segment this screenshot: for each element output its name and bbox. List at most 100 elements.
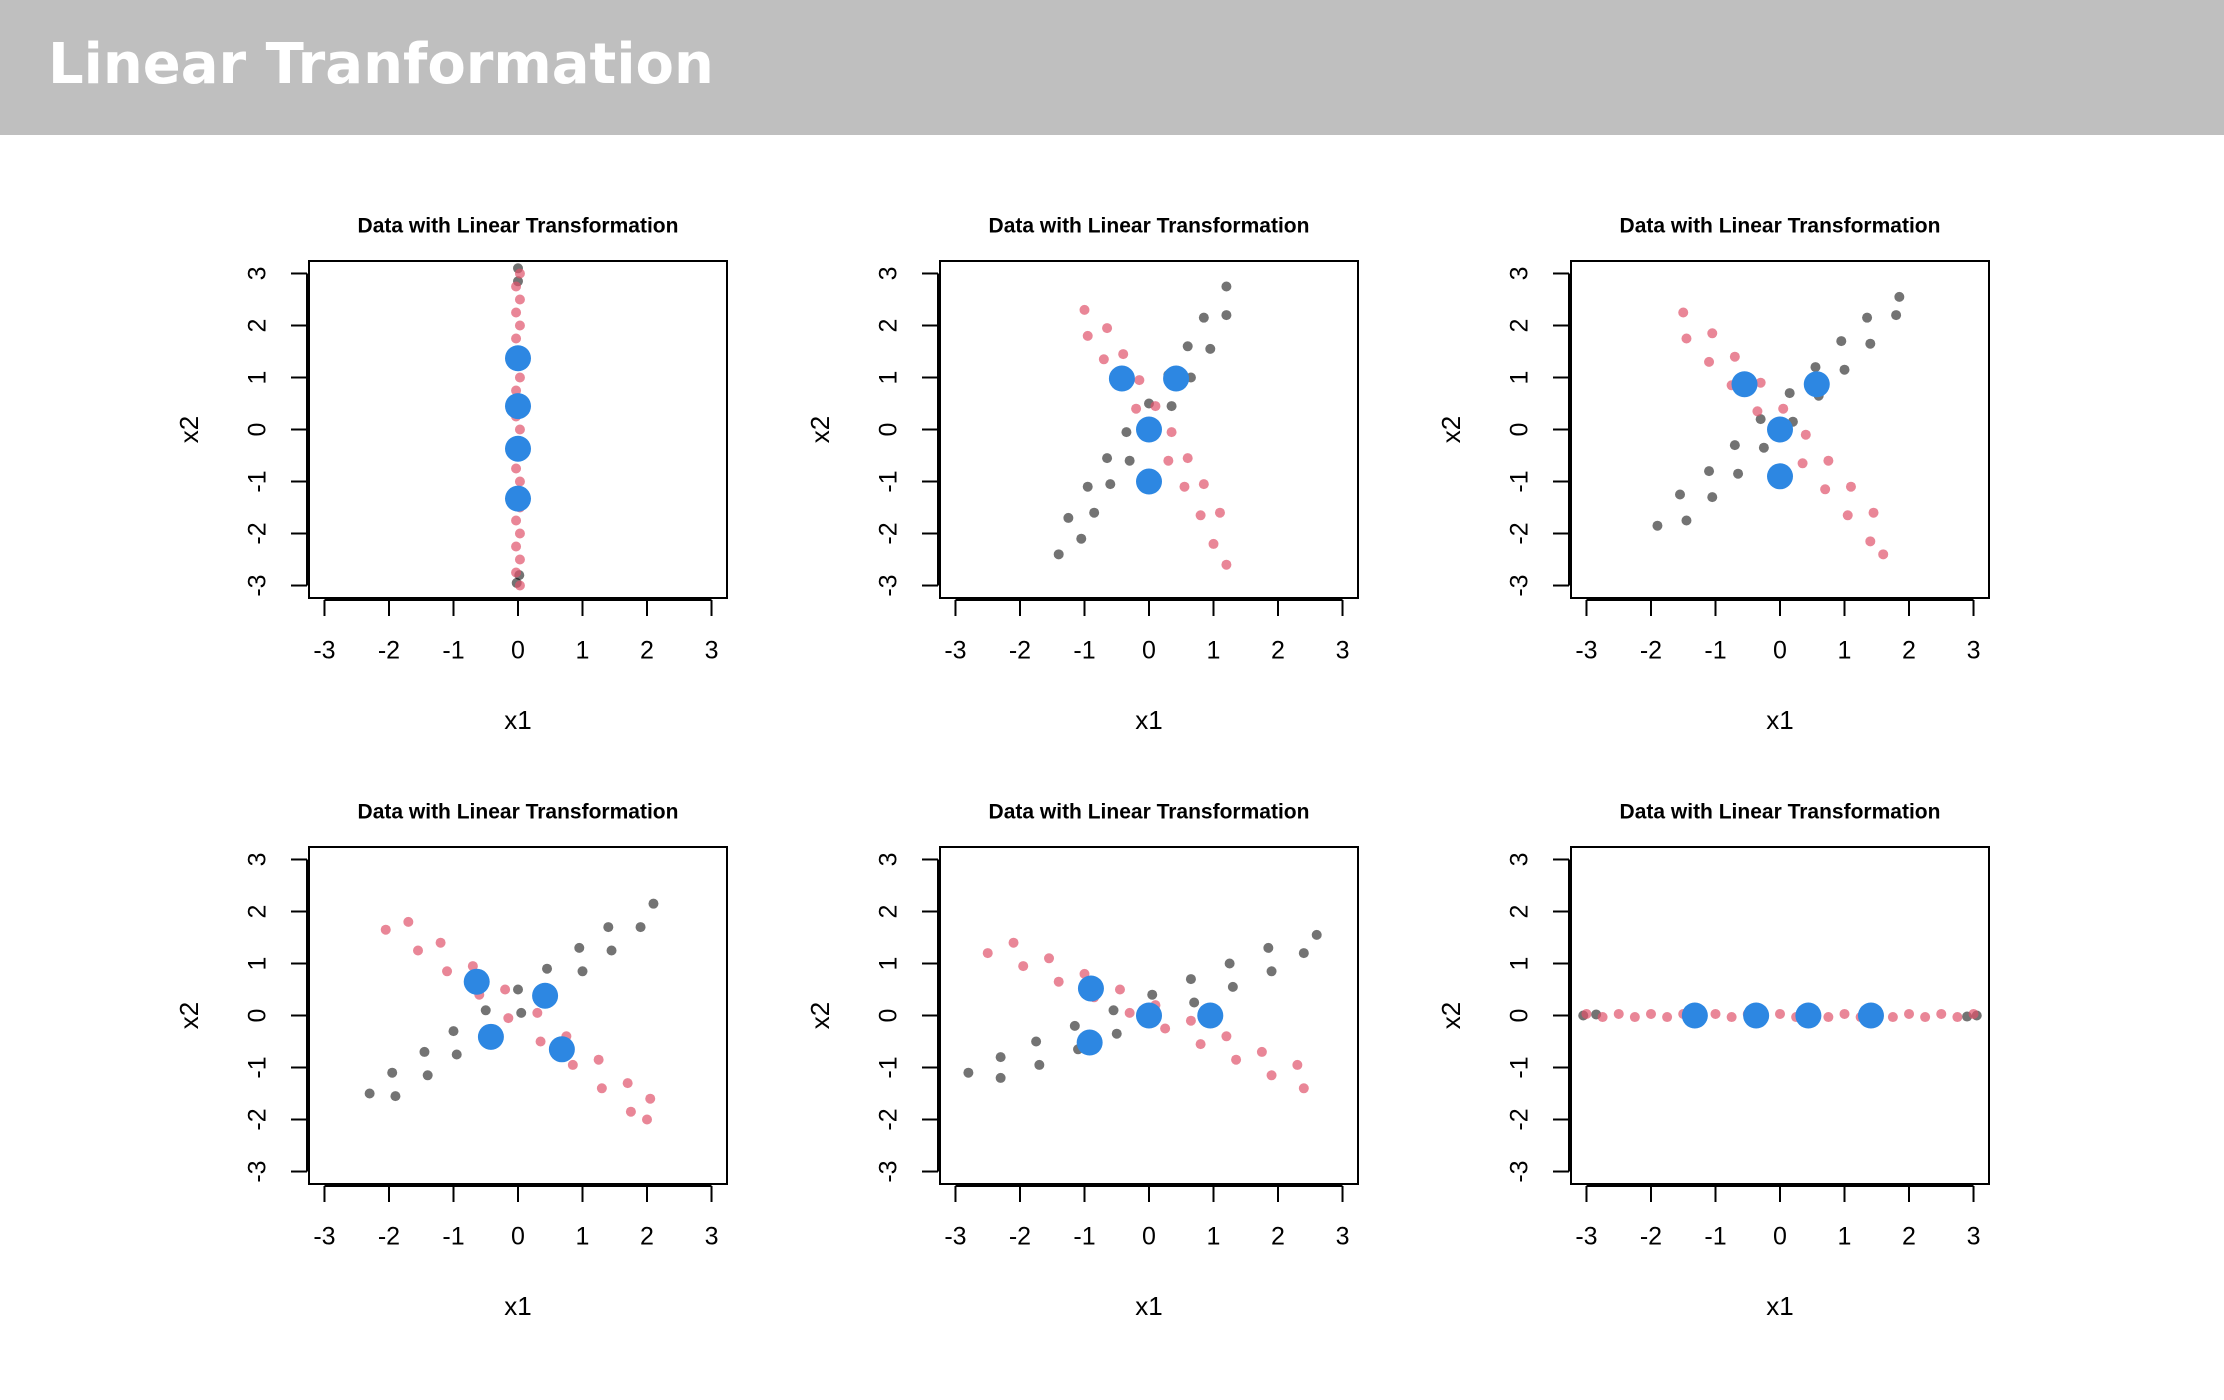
highlight-point: [1857, 1002, 1884, 1029]
data-point: [413, 945, 424, 956]
x-tick-label: -3: [944, 637, 966, 665]
x-tick-label: 2: [1271, 1223, 1285, 1251]
chart-title: Data with Linear Transformation: [1620, 215, 1941, 238]
x-axis-label: x1: [1766, 705, 1793, 735]
points: [1652, 291, 1905, 560]
data-point: [1150, 401, 1161, 412]
y-tick-label: -3: [244, 574, 272, 596]
x-tick-label: 2: [640, 1223, 654, 1251]
chart-title: Data with Linear Transformation: [989, 215, 1310, 238]
data-point: [1089, 507, 1100, 518]
data-point: [1008, 937, 1019, 948]
data-point: [514, 554, 525, 565]
x-tick-label: 1: [576, 1223, 590, 1251]
data-point: [1079, 304, 1090, 315]
y-tick-label: 3: [1506, 267, 1534, 281]
data-point: [511, 463, 522, 474]
y-tick-label: -1: [1506, 1056, 1534, 1078]
data-point: [1839, 1008, 1850, 1019]
x-tick-label: -2: [378, 1223, 400, 1251]
data-point: [995, 1072, 1006, 1083]
data-point: [1147, 989, 1158, 1000]
data-point: [1124, 455, 1135, 466]
data-point: [648, 898, 659, 909]
data-point: [1842, 510, 1853, 521]
data-point: [1707, 492, 1718, 503]
y-tick-label: 1: [244, 371, 272, 385]
x-tick-label: -3: [313, 1223, 335, 1251]
data-point: [1681, 333, 1692, 344]
data-point: [1292, 1059, 1303, 1070]
data-point: [1118, 349, 1129, 360]
data-point: [1581, 1008, 1592, 1019]
data-point: [1205, 343, 1216, 354]
y-axis-label: x2: [805, 1002, 835, 1029]
data-point: [1182, 341, 1193, 352]
chart-title: Data with Linear Transformation: [989, 801, 1310, 824]
chart: Data with Linear Transformation -3 -2 -1 0 1 2…: [174, 801, 728, 1321]
data-point: [1800, 429, 1811, 440]
data-point: [1298, 1083, 1309, 1094]
highlight-point: [1136, 468, 1162, 495]
data-point: [1105, 479, 1116, 490]
y-tick-label: 2: [244, 905, 272, 919]
data-point: [403, 916, 414, 927]
highlight-point: [1767, 416, 1793, 443]
data-point: [625, 1106, 636, 1117]
chart: Data with Linear Transformation -3 -2 -1 0 1 2…: [805, 215, 1359, 735]
data-point: [1952, 1012, 1963, 1023]
x-tick-label: 3: [1336, 1223, 1350, 1251]
y-tick-label: 2: [875, 319, 903, 333]
data-point: [622, 1078, 633, 1089]
data-point: [1878, 549, 1889, 560]
data-point: [1662, 1012, 1673, 1023]
data-point: [1755, 377, 1766, 388]
data-point: [603, 922, 614, 933]
data-point: [1044, 953, 1055, 964]
data-point: [1198, 312, 1209, 323]
data-point: [1082, 330, 1093, 341]
x-tick-label: 1: [1838, 637, 1852, 665]
data-point: [1823, 1012, 1834, 1023]
data-point: [1221, 281, 1232, 292]
highlight-point: [1076, 1029, 1103, 1056]
y-tick-label: -1: [875, 1056, 903, 1078]
data-point: [1613, 1008, 1624, 1019]
points: [505, 263, 531, 591]
data-point: [1710, 1008, 1721, 1019]
data-point: [963, 1067, 974, 1078]
x-tick-label: -3: [1575, 637, 1597, 665]
y-tick-label: 0: [875, 1009, 903, 1023]
data-point: [1726, 1012, 1737, 1023]
data-point: [1214, 507, 1225, 518]
data-point: [380, 924, 391, 935]
data-point: [511, 515, 522, 526]
data-point: [1865, 338, 1876, 349]
x-tick-label: 2: [1902, 1223, 1916, 1251]
data-point: [1111, 1028, 1122, 1039]
data-point: [1704, 466, 1715, 477]
data-point: [514, 424, 525, 435]
data-point: [467, 961, 478, 972]
x-tick-label: 1: [576, 637, 590, 665]
data-point: [1729, 351, 1740, 362]
data-point: [532, 1007, 543, 1018]
y-tick-label: -2: [1506, 1108, 1534, 1130]
data-point: [1108, 1005, 1119, 1016]
x-tick-label: 2: [640, 637, 654, 665]
x-tick-label: 0: [511, 1223, 525, 1251]
x-axis-label: x1: [1135, 1291, 1162, 1321]
data-point: [1221, 559, 1232, 570]
y-tick-label: 3: [1506, 853, 1534, 867]
data-point: [1053, 549, 1064, 560]
x-tick-label: 1: [1838, 1223, 1852, 1251]
highlight-point: [477, 1023, 504, 1050]
data-point: [995, 1052, 1006, 1063]
x-tick-label: -2: [1640, 1223, 1662, 1251]
y-tick-label: 2: [244, 319, 272, 333]
data-point: [1124, 1007, 1135, 1018]
x-tick-label: -2: [378, 637, 400, 665]
data-point: [511, 281, 522, 292]
data-point: [1018, 961, 1029, 972]
data-point: [1797, 458, 1808, 469]
